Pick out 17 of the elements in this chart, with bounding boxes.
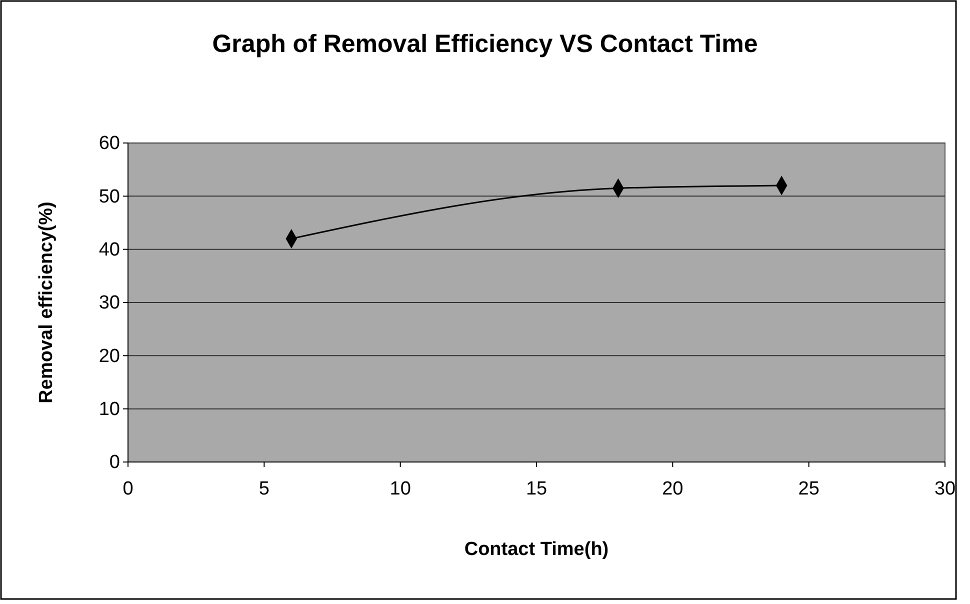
x-tick-label: 0 bbox=[122, 478, 134, 500]
x-tick-label: 10 bbox=[390, 478, 411, 500]
x-axis-title: Contact Time(h) bbox=[464, 539, 609, 560]
x-tick-label: 15 bbox=[526, 478, 548, 500]
x-tick-label: 5 bbox=[258, 478, 270, 500]
y-tick-label: 30 bbox=[98, 292, 120, 314]
y-tick-label: 0 bbox=[109, 452, 120, 474]
y-axis-title: Removal efficiency(%) bbox=[36, 202, 57, 404]
y-tick-label: 60 bbox=[98, 133, 120, 154]
y-tick-label: 20 bbox=[98, 346, 120, 367]
x-tick-label: 30 bbox=[934, 478, 956, 500]
y-tick-label: 50 bbox=[98, 186, 120, 208]
y-tick-label: 40 bbox=[98, 239, 120, 260]
x-tick-label: 25 bbox=[798, 478, 820, 500]
y-tick-label: 10 bbox=[98, 398, 120, 420]
x-tick-label: 20 bbox=[662, 478, 684, 500]
chart-title: Graph of Removal Efficiency VS Contact Time bbox=[212, 30, 758, 58]
